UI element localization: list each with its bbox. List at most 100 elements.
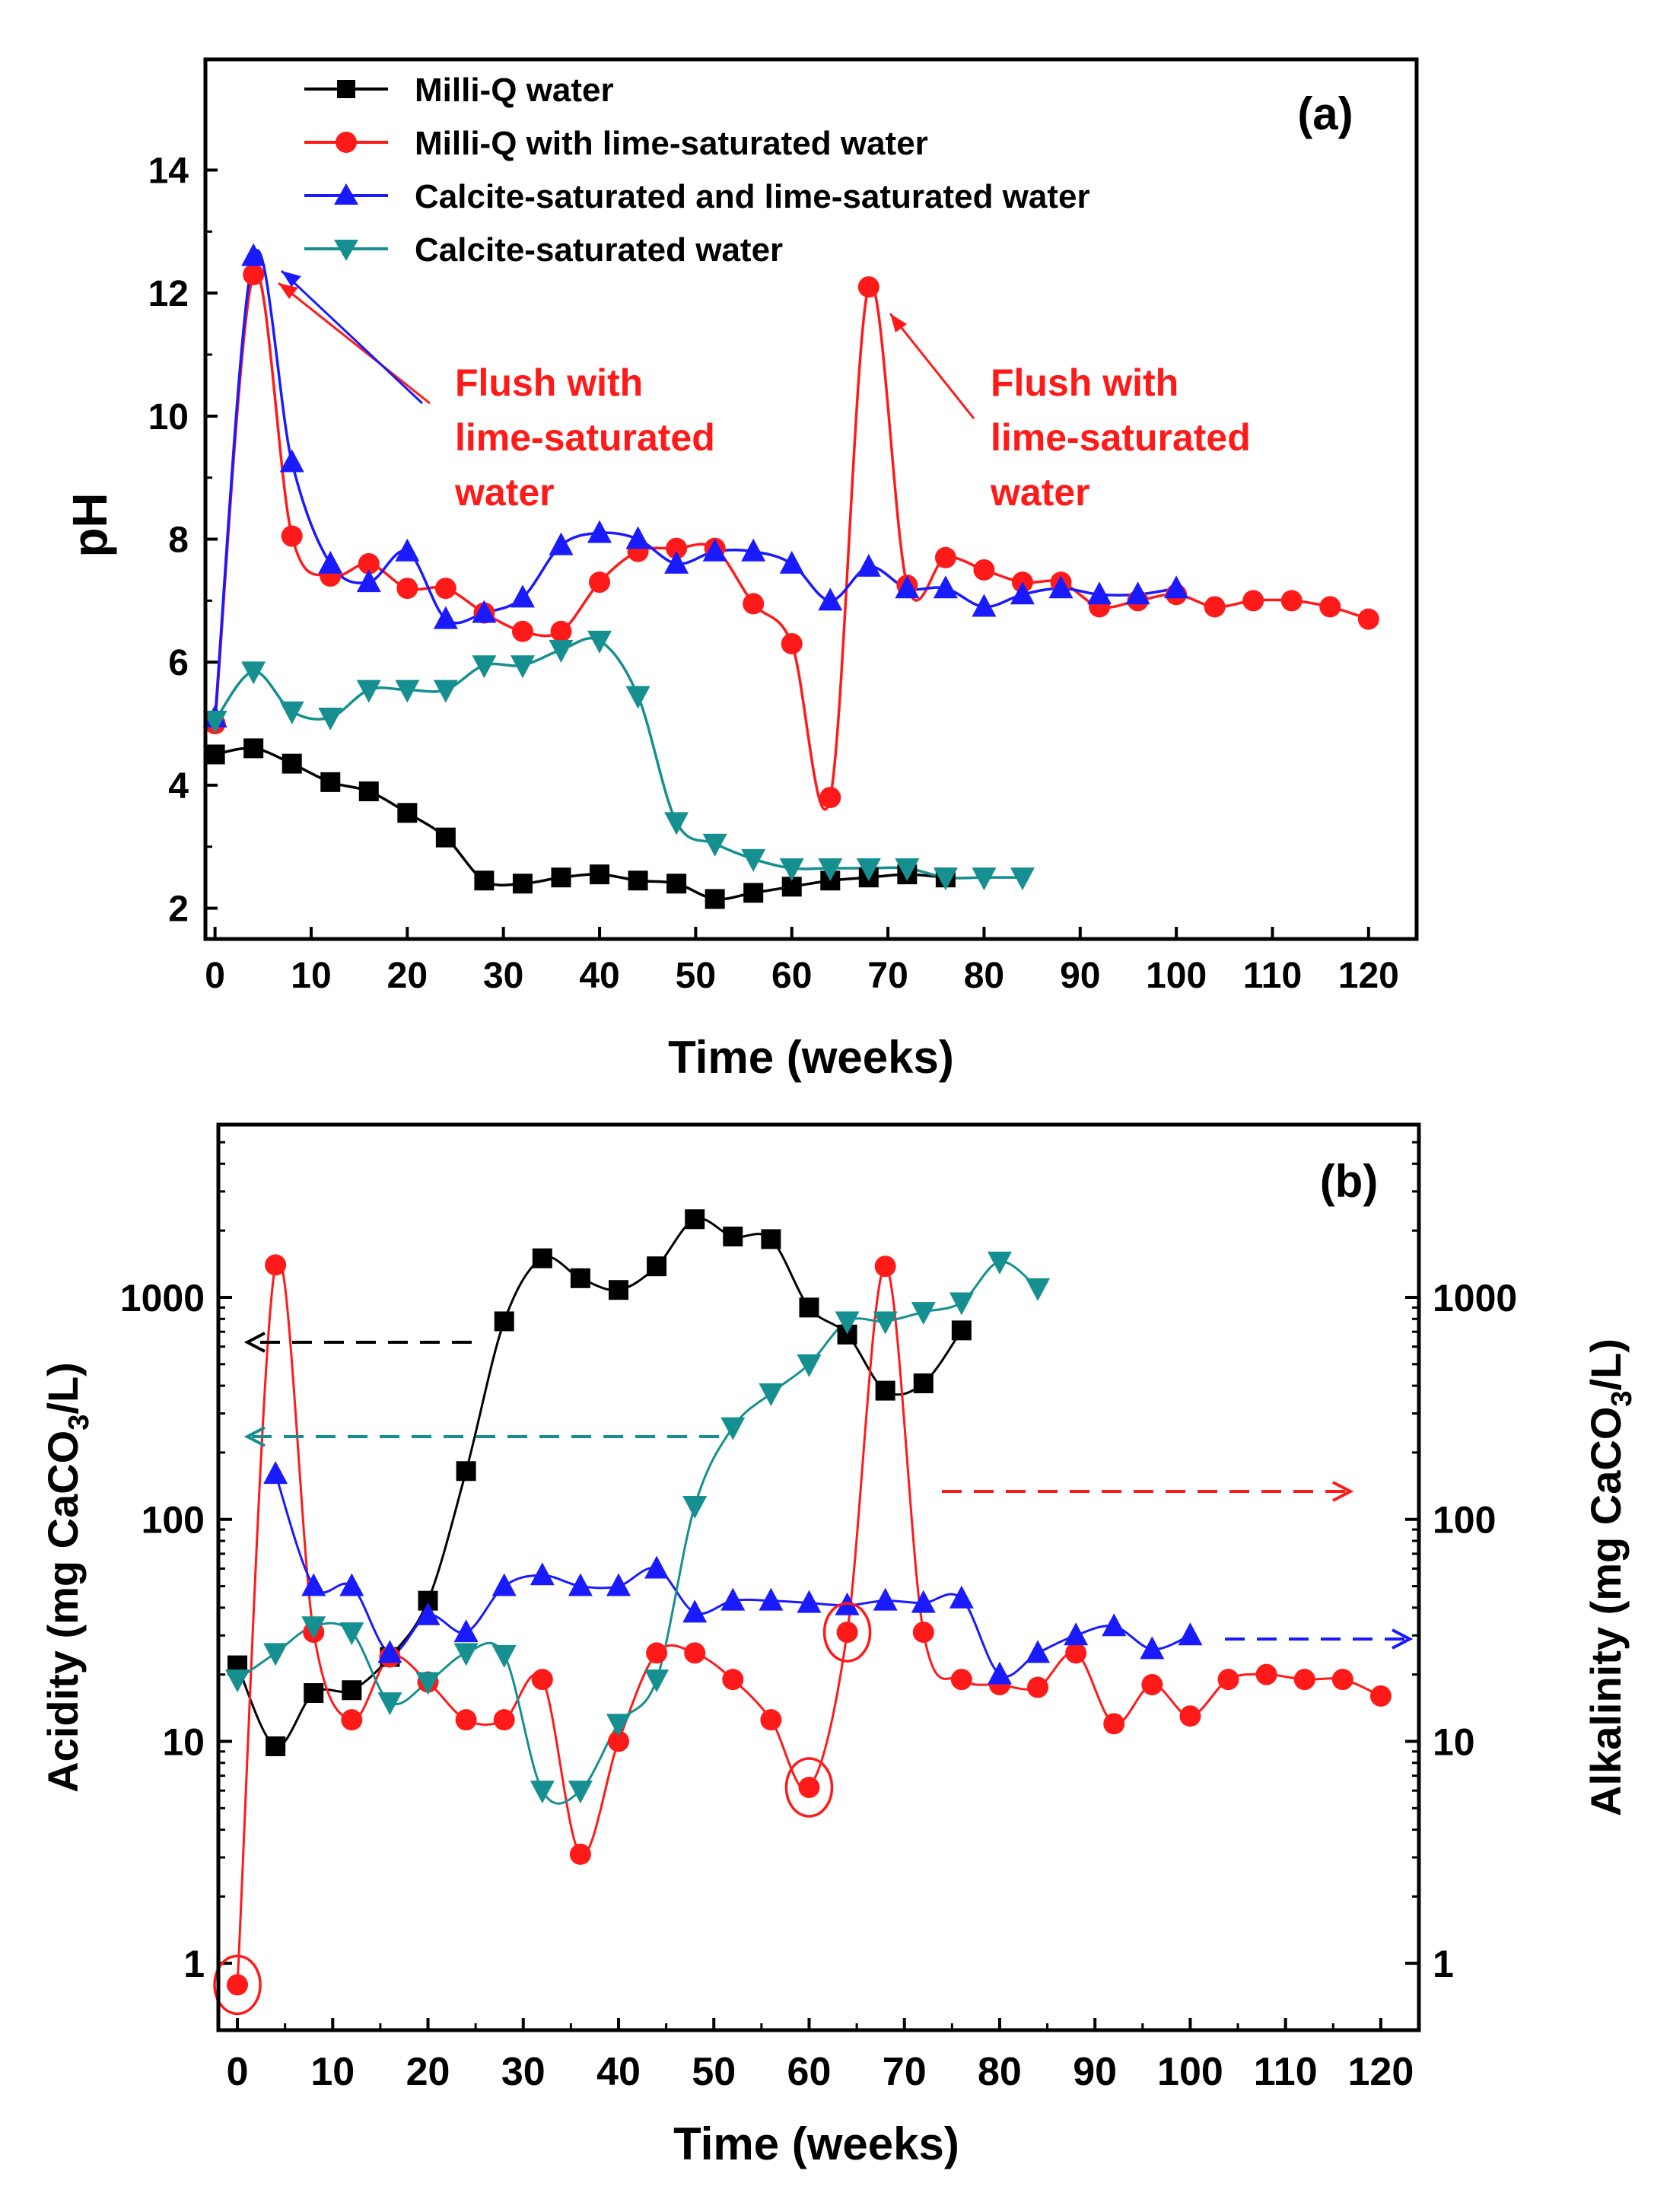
point-calcite-saturated-water-w48 [682, 1496, 708, 1520]
point-milli-q-with-lime-saturated-water-w40 [589, 571, 611, 594]
point-calcite-saturated-and-lime-saturated-water-w24 [453, 1619, 479, 1643]
x-tick-label-120: 120 [1338, 956, 1399, 996]
point-milli-q-with-lime-saturated-water-w4 [265, 1254, 287, 1276]
point-calcite-saturated-and-lime-saturated-water-w4 [263, 1461, 288, 1485]
point-milli-q-with-lime-saturated-water-w72 [912, 1622, 934, 1644]
point-calcite-saturated-and-lime-saturated-water-w76 [933, 575, 958, 599]
annotation-2-line-3: water [990, 471, 1090, 514]
point-milli-q-water-w8 [281, 753, 302, 774]
point-calcite-saturated-water-w0 [202, 711, 227, 734]
y-tick-label-14: 14 [148, 151, 189, 192]
point-milli-q-with-lime-saturated-water-w60 [781, 632, 803, 654]
point-milli-q-water-w20 [397, 803, 418, 823]
y-tick-label-12: 12 [148, 274, 189, 314]
point-calcite-saturated-and-lime-saturated-water-w32 [530, 1562, 555, 1586]
point-milli-q-water-w24 [435, 827, 456, 848]
arrow-acidity-teal-head [243, 1426, 266, 1447]
point-calcite-saturated-and-lime-saturated-water-w44 [625, 526, 650, 549]
annotation-arrow-red-2 [889, 313, 975, 419]
annotation-flush-1: Flush with lime-saturated water [454, 361, 715, 514]
right-label-subscript: 3 [1606, 1390, 1638, 1406]
x-tick-label-120: 120 [1348, 2050, 1414, 2094]
circled-point-w64 [822, 1602, 872, 1663]
point-calcite-saturated-and-lime-saturated-water-w56 [759, 1587, 784, 1611]
x-tick-label-20: 20 [387, 956, 428, 996]
legend-marker-square [337, 80, 355, 98]
x-tick-label-90: 90 [1060, 956, 1100, 996]
x-tick-label-110: 110 [1254, 2050, 1318, 2094]
point-milli-q-water-w16 [358, 781, 379, 801]
point-calcite-saturated-and-lime-saturated-water-w56 [741, 538, 766, 562]
point-milli-q-water-w56 [761, 1229, 781, 1249]
point-calcite-saturated-water-w76 [933, 867, 958, 891]
x-tick-label-60: 60 [771, 956, 812, 996]
point-milli-q-with-lime-saturated-water-w116 [1331, 1669, 1353, 1691]
legend-entry-calcite-lime: Calcite-saturated and lime-saturated wat… [304, 178, 1090, 215]
point-calcite-saturated-water-w4 [263, 1643, 288, 1666]
point-calcite-saturated-and-lime-saturated-water-w92 [1087, 581, 1112, 605]
point-calcite-saturated-and-lime-saturated-water-w76 [949, 1585, 974, 1609]
left-label-main: Acidity (mg CaCO [39, 1431, 87, 1793]
point-milli-q-with-lime-saturated-water-w40 [608, 1730, 629, 1752]
y-tick-label-10: 10 [148, 397, 189, 438]
point-calcite-saturated-water-w0 [225, 1669, 250, 1693]
point-milli-q-with-lime-saturated-water-w44 [646, 1642, 668, 1664]
right-label-main: Alkalinity (mg CaCO [1582, 1407, 1630, 1816]
point-calcite-saturated-and-lime-saturated-water-w96 [1140, 1636, 1165, 1660]
point-milli-q-with-lime-saturated-water-w24 [455, 1709, 477, 1731]
legend-entry-calcite: Calcite-saturated water [304, 231, 783, 269]
point-milli-q-water-w40 [590, 864, 610, 885]
point-calcite-saturated-and-lime-saturated-water-w72 [911, 1590, 936, 1613]
x-tick-label-70: 70 [883, 2050, 927, 2094]
point-milli-q-water-w60 [799, 1297, 819, 1318]
legend-label-milli-q-water: Milli-Q water [415, 72, 614, 109]
point-calcite-saturated-and-lime-saturated-water-w88 [1064, 1622, 1089, 1646]
point-calcite-saturated-water-w60 [779, 858, 804, 882]
point-milli-q-with-lime-saturated-water-w64 [819, 787, 841, 809]
left-label-tail: /L) [39, 1362, 87, 1414]
point-calcite-saturated-and-lime-saturated-water-w100 [1178, 1622, 1203, 1646]
x-tick-label-100: 100 [1157, 2050, 1223, 2094]
panel-a-y-axis-label: pH [62, 492, 117, 557]
x-tick-label-0: 0 [205, 956, 225, 996]
point-calcite-saturated-and-lime-saturated-water-w60 [797, 1590, 822, 1613]
point-calcite-saturated-water-w24 [453, 1643, 479, 1666]
x-tick-label-10: 10 [291, 956, 331, 996]
point-milli-q-with-lime-saturated-water-w52 [722, 1669, 744, 1691]
point-milli-q-with-lime-saturated-water-w120 [1369, 1685, 1392, 1707]
point-calcite-saturated-water-w84 [1010, 867, 1035, 891]
annotation-arrow-blue-1-head [281, 271, 301, 287]
point-calcite-saturated-and-lime-saturated-water-w64 [818, 587, 843, 611]
point-milli-q-water-w40 [609, 1280, 628, 1300]
panel-a-series [202, 243, 1379, 909]
x-tick-label-80: 80 [964, 956, 1004, 996]
point-calcite-saturated-and-lime-saturated-water-w84 [1010, 581, 1035, 605]
point-calcite-saturated-water-w40 [587, 630, 612, 654]
point-calcite-saturated-water-w28 [491, 1644, 517, 1668]
point-calcite-saturated-water-w36 [568, 1781, 593, 1804]
x-tick-label-0: 0 [227, 2050, 249, 2094]
point-calcite-saturated-and-lime-saturated-water-w8 [301, 1573, 326, 1596]
point-milli-q-with-lime-saturated-water-w104 [1217, 1669, 1239, 1691]
annotation-1-line-2: lime-saturated [455, 416, 715, 459]
y-tick-label-2: 2 [168, 890, 189, 930]
annotation-2-line-1: Flush with [991, 361, 1178, 404]
legend-entry-milli-q-lime: Milli-Q with lime-saturated water [304, 125, 928, 162]
point-milli-q-water-w36 [570, 1268, 590, 1288]
point-calcite-saturated-and-lime-saturated-water-w60 [779, 550, 804, 574]
point-calcite-saturated-water-w48 [664, 812, 689, 835]
x-tick-label-100: 100 [1146, 956, 1207, 996]
point-calcite-saturated-water-w32 [510, 655, 535, 679]
point-calcite-saturated-water-w44 [625, 686, 650, 709]
annotation-1-line-1: Flush with [455, 361, 643, 404]
left-y-tick-label-10: 10 [162, 1720, 205, 1763]
point-calcite-saturated-and-lime-saturated-water-w100 [1164, 575, 1189, 599]
legend-marker-triangle-down [334, 240, 358, 261]
point-calcite-saturated-water-w84 [1026, 1278, 1051, 1301]
panel-a-ph-chart: 0 10 20 30 40 50 60 70 80 90 100 110 120 2 4 6 8 10 12 14 (… [62, 57, 1419, 1083]
point-calcite-saturated-water-w60 [797, 1354, 822, 1377]
point-calcite-saturated-water-w40 [606, 1714, 631, 1737]
